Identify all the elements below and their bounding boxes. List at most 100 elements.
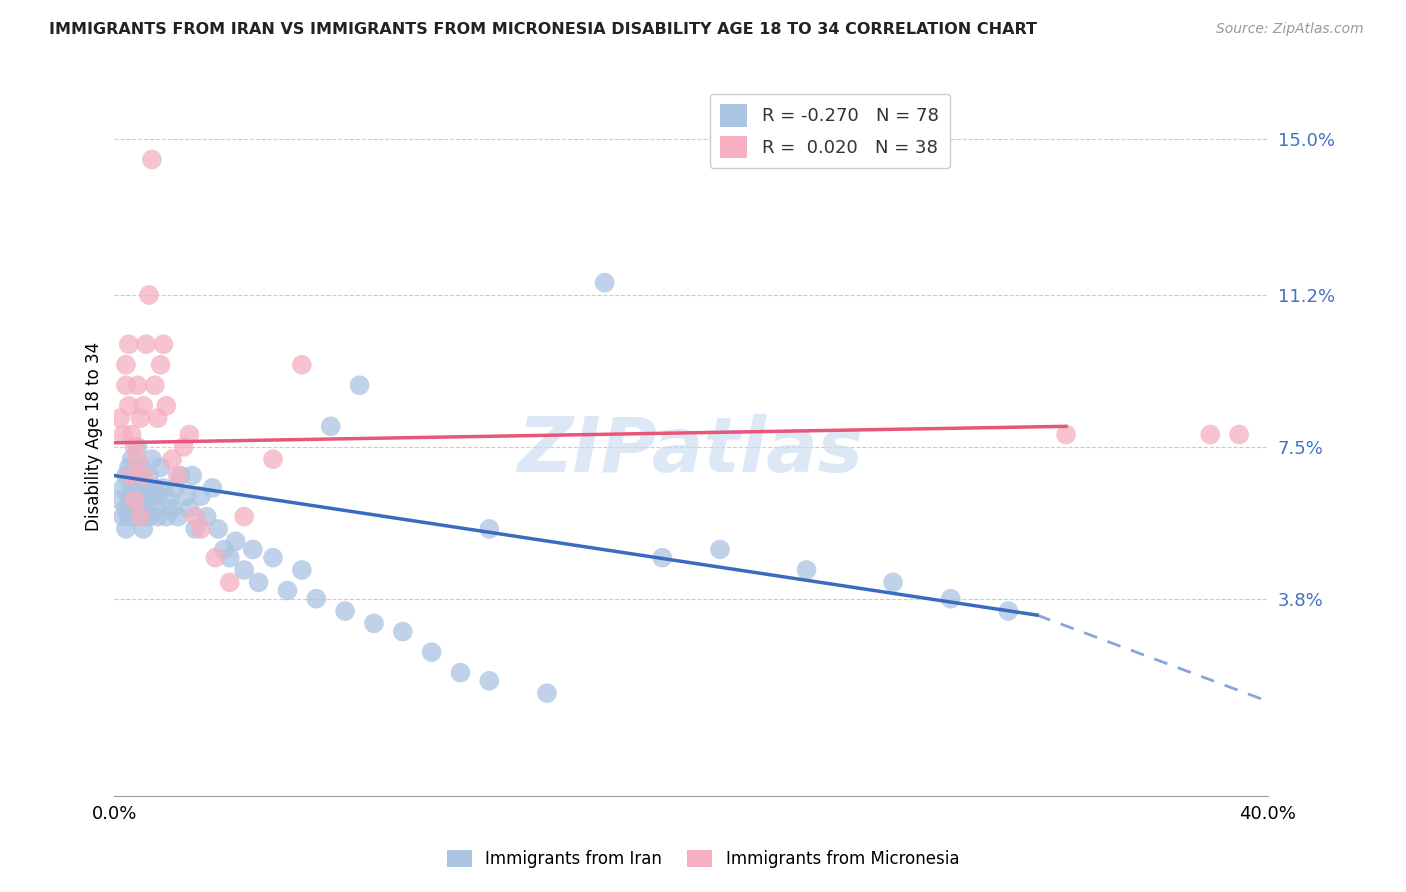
Point (127, 452, 149, 467)
Point (170, 468, 193, 483)
Point (127, 378, 149, 392)
Point (155, 399, 177, 413)
Point (129, 411, 152, 425)
Point (163, 481, 186, 495)
Point (152, 337, 174, 351)
Point (118, 337, 141, 351)
Point (152, 481, 174, 495)
Text: ZIPatlas: ZIPatlas (519, 414, 865, 488)
Point (262, 452, 284, 467)
Point (124, 440, 146, 454)
Point (233, 563, 256, 577)
Point (276, 583, 298, 598)
Point (118, 489, 141, 503)
Point (149, 460, 172, 475)
Point (121, 468, 143, 483)
Point (135, 501, 157, 516)
Point (207, 522, 229, 536)
Point (115, 522, 138, 536)
Point (651, 550, 673, 565)
Point (118, 460, 141, 475)
Point (204, 550, 226, 565)
Point (112, 427, 135, 442)
Point (291, 358, 314, 372)
Point (319, 419, 342, 434)
Point (124, 493, 146, 508)
Point (146, 411, 169, 425)
Point (478, 522, 501, 536)
Point (127, 440, 149, 454)
Point (179, 501, 201, 516)
Point (291, 563, 314, 577)
Point (112, 481, 135, 495)
Point (146, 489, 169, 503)
Point (115, 468, 138, 483)
Point (135, 337, 157, 351)
Point (127, 489, 149, 503)
Point (115, 358, 138, 372)
Point (233, 509, 256, 524)
Point (218, 575, 240, 590)
Point (176, 489, 198, 503)
Point (709, 542, 731, 557)
Point (112, 509, 135, 524)
Point (305, 591, 328, 606)
Point (939, 591, 962, 606)
Point (349, 378, 371, 392)
Point (166, 509, 188, 524)
Point (333, 604, 356, 618)
Point (121, 481, 143, 495)
Point (242, 542, 264, 557)
Point (129, 481, 152, 495)
Point (127, 501, 149, 516)
Point (143, 501, 166, 516)
Point (146, 509, 169, 524)
Point (160, 501, 183, 516)
Point (149, 358, 172, 372)
Point (391, 624, 413, 639)
Point (181, 468, 204, 483)
Point (121, 427, 143, 442)
Point (132, 493, 155, 508)
Point (124, 509, 146, 524)
Point (363, 616, 385, 631)
Point (536, 686, 558, 700)
Point (160, 452, 183, 467)
Point (121, 452, 143, 467)
Point (218, 550, 240, 565)
Point (201, 481, 224, 495)
Point (420, 645, 443, 659)
Point (184, 509, 207, 524)
Point (190, 522, 212, 536)
Point (108, 493, 131, 508)
Point (135, 481, 157, 495)
Point (212, 542, 235, 557)
Point (184, 522, 207, 536)
Point (115, 501, 138, 516)
Point (141, 489, 163, 503)
Point (262, 550, 284, 565)
Point (132, 522, 155, 536)
Point (173, 440, 195, 454)
Text: IMMIGRANTS FROM IRAN VS IMMIGRANTS FROM MICRONESIA DISABILITY AGE 18 TO 34 CORRE: IMMIGRANTS FROM IRAN VS IMMIGRANTS FROM … (49, 22, 1038, 37)
Point (132, 399, 155, 413)
Point (138, 468, 160, 483)
Point (118, 509, 141, 524)
Point (138, 288, 160, 302)
Point (247, 575, 270, 590)
Point (166, 468, 188, 483)
Point (108, 411, 131, 425)
Point (190, 489, 212, 503)
Point (449, 665, 471, 680)
Legend: R = -0.270   N = 78, R =  0.020   N = 38: R = -0.270 N = 78, R = 0.020 N = 38 (710, 94, 949, 169)
Text: Source: ZipAtlas.com: Source: ZipAtlas.com (1216, 22, 1364, 37)
Point (157, 493, 180, 508)
Point (1227, 427, 1250, 442)
Point (155, 509, 177, 524)
Legend: Immigrants from Iran, Immigrants from Micronesia: Immigrants from Iran, Immigrants from Mi… (440, 843, 966, 875)
Point (129, 509, 152, 524)
Point (1199, 427, 1222, 442)
Point (882, 575, 904, 590)
Point (121, 501, 143, 516)
Point (124, 493, 146, 508)
